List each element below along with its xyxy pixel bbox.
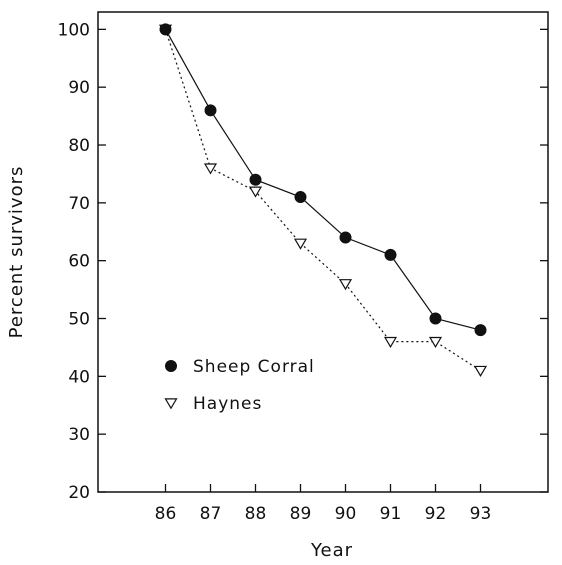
data-point — [294, 191, 307, 204]
data-point — [338, 279, 353, 291]
series-haynes-points — [158, 24, 488, 377]
x-tick-label: 86 — [155, 504, 177, 524]
legend: Sheep Corral Haynes — [164, 357, 315, 414]
data-point — [204, 104, 217, 117]
series-haynes-line-group — [164, 29, 481, 372]
x-axis-title: Year — [310, 540, 353, 561]
data-point — [293, 238, 308, 250]
x-tick-label: 92 — [425, 504, 447, 524]
y-tick-label: 40 — [68, 367, 90, 387]
x-tick-label: 90 — [335, 504, 357, 524]
legend-item: Haynes — [164, 394, 262, 414]
data-point — [203, 163, 218, 175]
y-tick-label: 80 — [68, 136, 90, 156]
data-point — [383, 336, 398, 349]
y-axis-title: Percent survivors — [6, 166, 27, 339]
data-point — [429, 312, 442, 325]
data-point — [248, 186, 263, 198]
legend-item: Sheep Corral — [165, 357, 315, 377]
data-point — [473, 365, 488, 377]
x-axis: 86 87 88 89 90 91 92 93 — [155, 484, 492, 524]
legend-label: Haynes — [193, 394, 262, 414]
series-line — [164, 29, 481, 372]
series-sheep-corral-points — [159, 23, 487, 337]
data-point — [474, 324, 487, 337]
data-point — [428, 336, 443, 349]
series-layer — [158, 23, 488, 377]
y-tick-label: 50 — [68, 310, 90, 330]
series-sheep-corral-line-group — [164, 29, 481, 331]
x-tick-label: 91 — [380, 504, 402, 524]
y-tick-label: 30 — [68, 425, 90, 445]
plot-area-frame — [97, 11, 549, 493]
data-point — [249, 173, 262, 186]
data-point — [159, 23, 172, 36]
y-tick-label: 100 — [58, 20, 90, 40]
data-point — [339, 231, 352, 244]
legend-label: Sheep Corral — [193, 357, 315, 377]
y-tick-label: 70 — [68, 194, 90, 214]
y-tick-label: 90 — [68, 78, 90, 98]
legend-marker — [164, 398, 178, 410]
data-point — [384, 248, 397, 261]
legend-marker — [165, 360, 177, 372]
x-tick-label: 88 — [245, 504, 267, 524]
series-line — [164, 29, 481, 331]
y-tick-label: 20 — [68, 483, 90, 503]
x-tick-label: 93 — [470, 504, 492, 524]
x-tick-label: 89 — [290, 504, 312, 524]
y-axis: 20 30 40 50 60 70 80 90 100 — [58, 20, 548, 503]
y-tick-label: 60 — [68, 252, 90, 272]
x-tick-label: 87 — [200, 504, 222, 524]
